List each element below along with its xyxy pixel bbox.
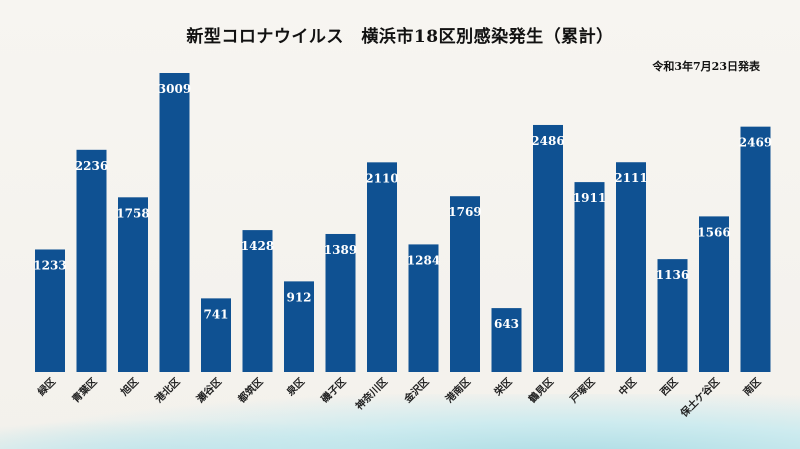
data-label-11: 643	[494, 317, 519, 331]
data-label-12: 2486	[531, 134, 564, 148]
data-label-4: 741	[203, 307, 228, 321]
bar-15	[657, 259, 688, 372]
category-label-14: 中区	[616, 375, 639, 398]
bar-7	[325, 233, 356, 372]
bar-17	[740, 126, 771, 372]
bar-8	[367, 162, 397, 372]
bar-2	[118, 197, 148, 372]
bar-5	[242, 230, 273, 372]
bar-4	[201, 298, 231, 372]
data-label-13: 1911	[573, 191, 606, 205]
bar-16	[699, 216, 729, 372]
category-label-8: 神奈川区	[353, 375, 390, 412]
bar-3	[159, 73, 190, 372]
data-label-8: 2110	[365, 171, 398, 185]
category-label-9: 金沢区	[401, 375, 432, 406]
category-label-3: 港北区	[152, 375, 182, 405]
background-wave-left	[0, 419, 480, 449]
data-label-6: 912	[286, 290, 311, 304]
data-label-5: 1428	[241, 239, 274, 253]
category-label-2: 旭区	[117, 375, 141, 399]
bar-10	[450, 196, 480, 372]
data-label-14: 2111	[614, 171, 647, 185]
chart-subtitle-date: 令和3年7月23日発表	[652, 60, 760, 73]
category-label-17: 南区	[740, 375, 763, 398]
bar-9	[408, 244, 439, 372]
data-label-7: 1389	[324, 243, 357, 257]
category-label-1: 青葉区	[69, 375, 99, 405]
category-label-11: 栄区	[491, 375, 515, 399]
bar-1	[76, 149, 107, 372]
data-label-17: 2469	[739, 136, 772, 150]
bar-6	[284, 281, 314, 372]
category-label-12: 鶴見区	[526, 375, 556, 405]
category-label-16: 保土ケ谷区	[677, 375, 722, 420]
category-label-6: 泉区	[283, 375, 307, 399]
category-label-4: 瀬谷区	[194, 375, 224, 405]
bar-14	[616, 162, 646, 372]
category-label-15: 西区	[658, 376, 681, 399]
data-label-0: 1233	[33, 258, 66, 272]
data-label-16: 1566	[697, 225, 730, 239]
category-label-5: 都筑区	[235, 375, 266, 406]
data-label-3: 3009	[158, 82, 191, 96]
category-label-7: 磯子区	[318, 375, 348, 405]
data-label-10: 1769	[448, 205, 481, 219]
data-label-9: 1284	[407, 253, 440, 267]
bar-0	[35, 249, 65, 372]
data-label-1: 2236	[75, 159, 108, 173]
chart-title: 新型コロナウイルス 横浜市18区別感染発生（累計）	[186, 27, 614, 47]
bar-13	[574, 182, 605, 372]
data-label-2: 1758	[116, 206, 149, 220]
category-label-0: 緑区	[35, 375, 58, 398]
category-label-13: 戸塚区	[567, 375, 597, 405]
bar-11	[491, 308, 522, 372]
bar-12	[533, 124, 563, 372]
category-label-10: 港南区	[443, 375, 473, 405]
data-label-15: 1136	[656, 268, 689, 282]
